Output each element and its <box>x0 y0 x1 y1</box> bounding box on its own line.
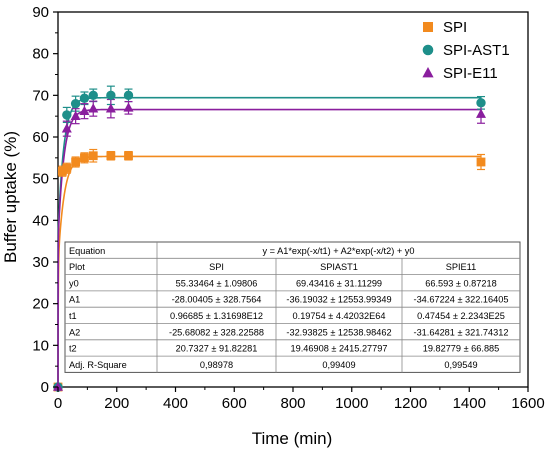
data-point-spi <box>124 151 133 161</box>
x-tick-label: 1000 <box>335 395 368 412</box>
data-point-spi-e11 <box>53 381 63 391</box>
table-cell: -28.00405 ± 328.7564 <box>172 295 262 305</box>
data-points <box>53 90 486 392</box>
y-tick-label: 70 <box>32 87 49 104</box>
legend-label: SPI-AST1 <box>443 42 510 59</box>
table-row-label: y0 <box>69 278 79 288</box>
tick-labels: 0 200 400 600 800 1000 1200 1400 1600 0 10 20 30 40 50… <box>32 4 544 412</box>
x-tick-label: 1400 <box>453 395 486 412</box>
table-cell: 0,98978 <box>200 360 233 370</box>
table-cell: 19.82779 ± 66.885 <box>423 344 500 354</box>
data-point-spi-ast1 <box>70 98 81 109</box>
table-cell: 0.96685 ± 1.31698E12 <box>170 311 263 321</box>
table-row-label: A2 <box>69 327 80 337</box>
legend-label: SPI <box>443 19 467 36</box>
table-cell: -32.93825 ± 12538.98462 <box>286 327 391 337</box>
data-point-spi-e11 <box>105 103 116 113</box>
x-tick-label: 800 <box>280 395 305 412</box>
table-cell: -36.19032 ± 12553.99349 <box>286 295 391 305</box>
legend-label: SPI-E11 <box>443 65 498 82</box>
y-tick-label: 10 <box>32 337 49 354</box>
table-cell: SPI <box>209 262 224 272</box>
table-row-label: t1 <box>69 311 77 321</box>
table-header-label: Equation <box>69 246 105 256</box>
legend-marker-spi <box>423 22 433 32</box>
table-cell: 20.7327 ± 91.82281 <box>176 344 258 354</box>
table-cell: 66.593 ± 0.87218 <box>425 278 496 288</box>
table-cell: 0.19754 ± 4.42032E64 <box>293 311 386 321</box>
table-cell: -31.64281 ± 321.74312 <box>414 327 509 337</box>
x-tick-label: 200 <box>104 395 129 412</box>
data-point-spi-ast1 <box>62 110 72 120</box>
x-tick-label: 1200 <box>394 395 427 412</box>
table-row-label: Adj. R-Square <box>69 360 127 370</box>
table-cell: 55.33464 ± 1.09806 <box>176 278 258 288</box>
legend: SPI SPI-AST1 SPI-E11 <box>422 19 510 82</box>
table-cell: -34.67224 ± 322.16405 <box>414 295 509 305</box>
data-point-spi-ast1 <box>123 90 134 101</box>
fit-results-table: Equation y = A1*exp(-x/t1) + A2*exp(-x/t2… <box>64 241 521 373</box>
x-tick-label: 0 <box>54 395 62 412</box>
data-point-spi-ast1 <box>79 93 90 103</box>
data-point-spi-e11 <box>70 110 81 120</box>
data-point-spi-ast1 <box>476 98 486 108</box>
y-tick-label: 40 <box>32 212 49 229</box>
table-cell: 0.47454 ± 2.2343E25 <box>417 311 505 321</box>
table-row-label: A1 <box>69 295 80 305</box>
y-axis-title: Buffer uptake (%) <box>1 131 20 263</box>
y-tick-label: 20 <box>32 296 49 313</box>
x-axis-title: Time (min) <box>252 429 333 448</box>
data-point-spi-e11 <box>79 105 90 115</box>
table-row-label: Plot <box>69 262 85 272</box>
table-cell: 69.43416 ± 31.11299 <box>296 278 382 288</box>
y-tick-label: 30 <box>32 254 49 271</box>
legend-marker-spi-ast1 <box>422 44 434 56</box>
y-tick-label: 90 <box>32 4 49 21</box>
error-bars <box>58 85 485 177</box>
table-equation: y = A1*exp(-x/t1) + A2*exp(-x/t2) + y0 <box>263 246 415 256</box>
y-tick-label: 50 <box>32 171 49 188</box>
x-tick-label: 600 <box>222 395 247 412</box>
legend-marker-spi-e11 <box>422 67 434 78</box>
table-cell: 19.46908 ± 2415.27797 <box>290 344 387 354</box>
table-cell: SPIAST1 <box>320 262 358 272</box>
data-point-spi-e11 <box>476 108 486 118</box>
data-point-spi <box>88 151 98 161</box>
data-point-spi-ast1 <box>88 90 98 101</box>
x-tick-label: 1600 <box>511 395 544 412</box>
table-cell: 0,99549 <box>444 360 477 370</box>
table-cell: SPIE11 <box>446 262 476 272</box>
data-point-spi-e11 <box>61 123 72 133</box>
data-point-spi <box>71 157 81 167</box>
table-cell: -25.68082 ± 328.22588 <box>169 327 264 337</box>
data-point-spi <box>62 163 72 173</box>
table-row-label: t2 <box>69 344 77 354</box>
data-point-spi-ast1 <box>106 90 116 101</box>
data-point-spi <box>80 153 89 163</box>
data-point-spi <box>476 157 486 167</box>
y-tick-label: 60 <box>32 129 49 146</box>
data-point-spi-e11 <box>123 102 134 112</box>
table-cell: 0,99409 <box>322 360 355 370</box>
data-point-spi-e11 <box>88 103 99 113</box>
data-point-spi <box>58 166 67 176</box>
y-tick-label: 0 <box>41 379 49 396</box>
x-tick-label: 400 <box>163 395 188 412</box>
y-tick-label: 80 <box>32 46 49 63</box>
data-point-spi <box>106 151 116 161</box>
